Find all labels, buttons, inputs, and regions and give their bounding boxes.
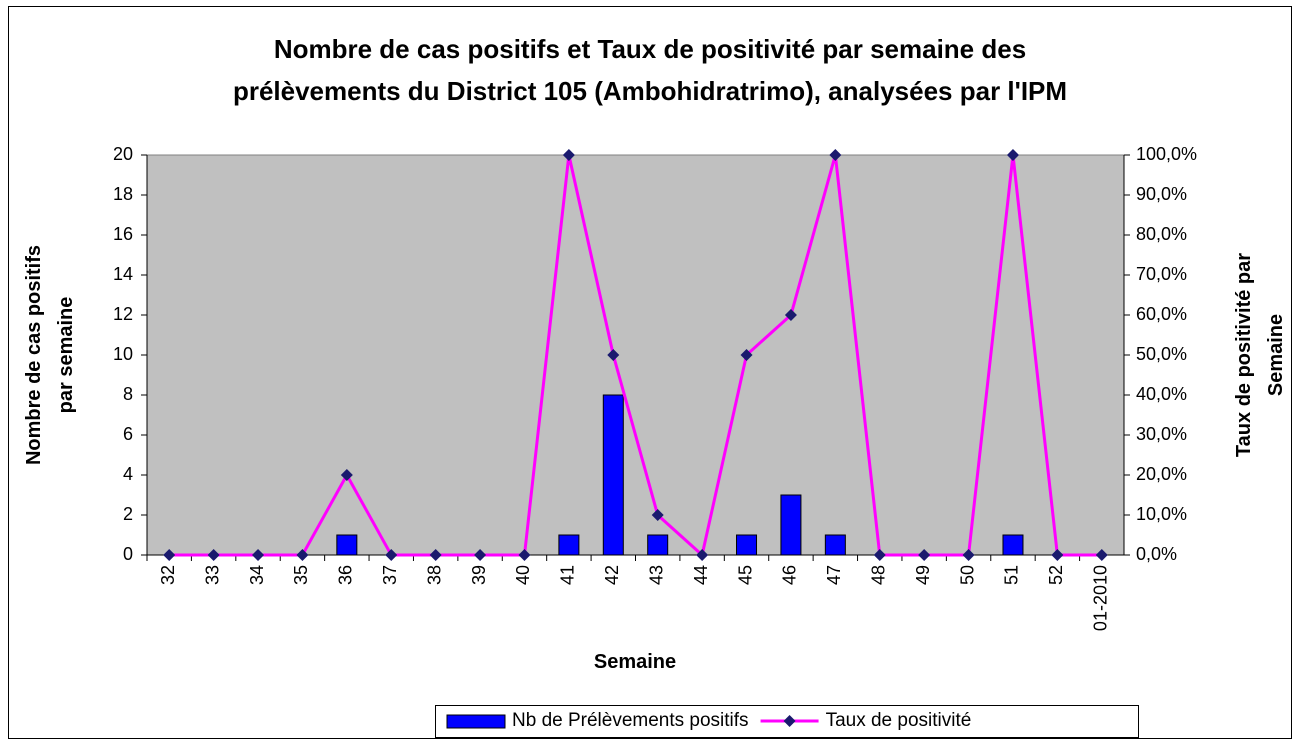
bar <box>558 534 580 556</box>
y-tick-label: 4 <box>123 464 133 484</box>
x-tick-label: 42 <box>602 565 622 585</box>
y2-axis-title: Taux de positivité par <box>1233 253 1255 457</box>
y-tick-label: 16 <box>113 224 133 244</box>
y2-tick-label: 10,0% <box>1136 504 1187 524</box>
marker <box>696 549 709 561</box>
x-tick-label: 38 <box>424 565 444 585</box>
y2-axis-title: Semaine <box>1265 314 1287 396</box>
marker <box>784 309 797 321</box>
x-tick-label: 44 <box>691 565 711 585</box>
y2-tick-label: 40,0% <box>1136 384 1187 404</box>
marker <box>252 549 265 561</box>
y-tick-label: 12 <box>113 304 133 324</box>
x-tick-label: 01-2010 <box>1091 565 1111 631</box>
y-tick-label: 14 <box>113 264 133 284</box>
x-tick-label: 51 <box>1002 565 1022 585</box>
y-tick-label: 8 <box>123 384 133 404</box>
marker <box>740 349 753 361</box>
line <box>169 154 1102 558</box>
y2-tick-label: 100,0% <box>1136 144 1197 164</box>
x-tick-label: 52 <box>1046 565 1066 585</box>
marker <box>562 149 575 161</box>
legend-swatch <box>446 714 506 729</box>
marker <box>1095 549 1108 561</box>
y2-tick-label: 20,0% <box>1136 464 1187 484</box>
y2-tick-label: 70,0% <box>1136 264 1187 284</box>
marker <box>163 549 176 561</box>
legend-label: Taux de positivité <box>826 710 972 731</box>
x-tick-label: 37 <box>380 565 400 585</box>
chart-title: prélèvements du District 105 (Ambohidrat… <box>233 76 1067 106</box>
bar <box>647 534 669 556</box>
bar <box>336 534 358 556</box>
marker <box>962 549 975 561</box>
marker <box>873 549 886 561</box>
x-axis-title: Semaine <box>594 651 676 673</box>
marker <box>829 149 842 161</box>
y2-tick-label: 60,0% <box>1136 304 1187 324</box>
marker <box>651 509 664 521</box>
x-tick-label: 39 <box>469 565 489 585</box>
x-tick-label: 49 <box>913 565 933 585</box>
x-tick-label: 48 <box>869 565 889 585</box>
marker <box>474 549 487 561</box>
y-tick-label: 20 <box>113 144 133 164</box>
x-tick-label: 34 <box>247 565 267 585</box>
marker <box>518 549 531 561</box>
x-tick-label: 47 <box>824 565 844 585</box>
y-tick-label: 2 <box>123 504 133 524</box>
y2-tick-label: 0,0% <box>1136 544 1177 564</box>
bar <box>736 534 758 556</box>
y-tick-label: 0 <box>123 544 133 564</box>
x-tick-label: 43 <box>646 565 666 585</box>
marker <box>207 549 220 561</box>
chart-title: Nombre de cas positifs et Taux de positi… <box>274 34 1026 64</box>
marker <box>607 349 620 361</box>
bar <box>780 494 802 556</box>
plot-area <box>146 154 1125 556</box>
marker <box>1051 549 1064 561</box>
y-axis-title: Nombre de cas positifs <box>23 245 45 465</box>
y-axis-title: par semaine <box>55 297 77 414</box>
y2-tick-label: 30,0% <box>1136 424 1187 444</box>
x-tick-label: 36 <box>336 565 356 585</box>
y-tick-label: 18 <box>113 184 133 204</box>
x-tick-label: 50 <box>957 565 977 585</box>
x-tick-label: 41 <box>558 565 578 585</box>
y-tick-label: 6 <box>123 424 133 444</box>
legend-marker <box>783 715 796 727</box>
x-tick-label: 45 <box>735 565 755 585</box>
y-tick-label: 10 <box>113 344 133 364</box>
marker <box>296 549 309 561</box>
y2-tick-label: 50,0% <box>1136 344 1187 364</box>
bar <box>824 534 846 556</box>
bar <box>1002 534 1024 556</box>
marker <box>1006 149 1019 161</box>
marker <box>918 549 931 561</box>
legend-label: Nb de Prélèvements positifs <box>512 710 749 731</box>
marker <box>340 469 353 481</box>
bar <box>602 394 624 556</box>
y2-tick-label: 90,0% <box>1136 184 1187 204</box>
marker <box>429 549 442 561</box>
x-tick-label: 46 <box>780 565 800 585</box>
x-tick-label: 33 <box>202 565 222 585</box>
y2-tick-label: 80,0% <box>1136 224 1187 244</box>
x-tick-label: 35 <box>291 565 311 585</box>
marker <box>385 549 398 561</box>
x-tick-label: 40 <box>513 565 533 585</box>
x-tick-label: 32 <box>158 565 178 585</box>
